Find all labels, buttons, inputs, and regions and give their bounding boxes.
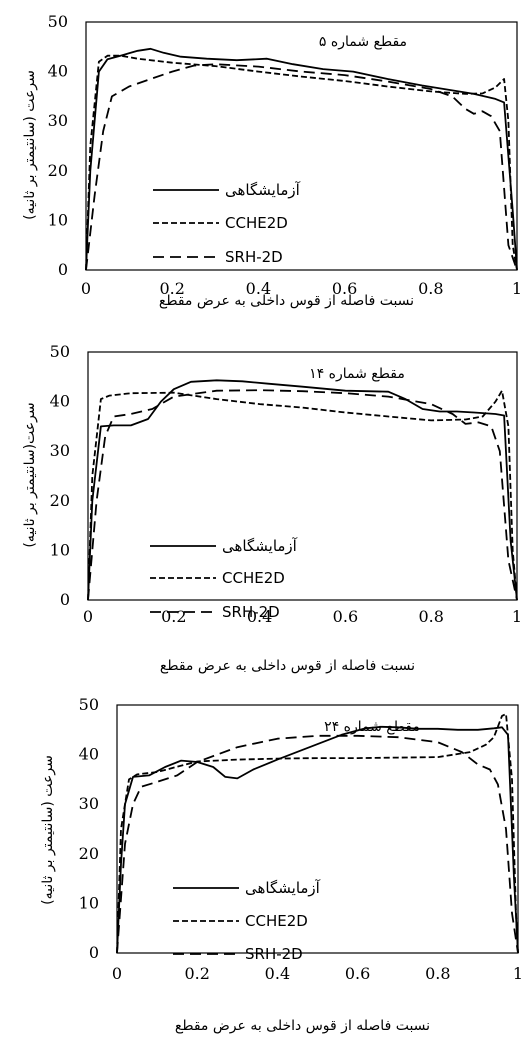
y-tick-label: 50 xyxy=(48,12,68,31)
x-tick-label: 0.2 xyxy=(161,607,186,626)
plot-area-border xyxy=(87,351,518,601)
y-tick-label: 30 xyxy=(79,794,99,813)
legend-label: آزمایشگاهی xyxy=(222,537,298,555)
x-tick-label: 0.4 xyxy=(265,964,290,983)
x-tick-label: 1 xyxy=(513,964,523,983)
series-line-1 xyxy=(85,54,518,271)
series-line-2 xyxy=(85,63,518,271)
legend-label: CCHE2D xyxy=(245,912,308,930)
x-axis-label: نسبت فاصله از قوس داخلی به عرض مقطع xyxy=(160,658,415,674)
x-tick-label: 0.4 xyxy=(246,279,271,298)
y-axis-label: سرعت(سانتیمتر بر ثانیه) xyxy=(22,402,38,547)
line-chart: 0 10 20 30 40 50 0 0.2 0.4 0.6 0.8 1 نسبت فاصله از ق… xyxy=(22,342,522,674)
y-tick-label: 30 xyxy=(48,111,68,130)
y-tick-label: 10 xyxy=(50,540,70,559)
line-chart: 0 10 20 30 40 50 0 0.2 0.4 0.6 0.8 1 نسبت فاصله از ق… xyxy=(40,695,523,1034)
series-line-1 xyxy=(116,713,519,954)
x-tick-label: 0.2 xyxy=(184,964,209,983)
chart-panel-section-5: 0 10 20 30 40 50 0 0.2 0.4 0.6 0.8 1 نسبت فاصله از ق… xyxy=(0,0,526,340)
y-axis-label: سرعت (سانتیمتر بر ثانیه) xyxy=(22,70,38,220)
x-tick-label: 0.8 xyxy=(418,279,443,298)
series-line-2 xyxy=(87,389,518,601)
y-tick-label: 10 xyxy=(79,893,99,912)
x-tick-label: 0.2 xyxy=(159,279,184,298)
x-tick-label: 0 xyxy=(81,279,91,298)
y-tick-label: 20 xyxy=(79,844,99,863)
y-tick-label: 50 xyxy=(79,695,99,714)
x-axis-label: نسبت فاصله از قوس داخلی به عرض مقطع xyxy=(159,293,414,309)
line-chart: 0 10 20 30 40 50 0 0.2 0.4 0.6 0.8 1 نسبت فاصله از ق… xyxy=(22,12,522,309)
series-line-0 xyxy=(87,379,518,601)
chart-title: مقطع شماره ۵ xyxy=(319,34,407,50)
x-tick-label: 1 xyxy=(512,607,522,626)
x-tick-label: 0.4 xyxy=(247,607,272,626)
legend-label: آزمایشگاهی xyxy=(225,181,301,199)
x-tick-label: 0.6 xyxy=(332,279,357,298)
legend-label: SRH-2D xyxy=(222,603,280,621)
chart-panel-section-24: 0 10 20 30 40 50 0 0.2 0.4 0.6 0.8 1 نسبت فاصله از ق… xyxy=(0,685,526,1041)
y-tick-label: 10 xyxy=(48,210,68,229)
x-tick-label: 0.8 xyxy=(425,964,450,983)
series-line-0 xyxy=(85,47,518,271)
legend-label: آزمایشگاهی xyxy=(245,879,321,897)
legend-label: CCHE2D xyxy=(222,569,285,587)
y-tick-label: 40 xyxy=(79,745,99,764)
legend-label: SRH-2D xyxy=(225,248,283,266)
y-tick-label: 40 xyxy=(50,392,70,411)
x-tick-label: 0.6 xyxy=(345,964,370,983)
y-tick-label: 0 xyxy=(60,590,70,609)
series-line-2 xyxy=(116,734,519,954)
y-tick-label: 0 xyxy=(58,260,68,279)
plot-area-border xyxy=(116,704,519,954)
chart-title: مقطع شماره ۱۴ xyxy=(309,366,405,382)
x-tick-label: 0.8 xyxy=(418,607,443,626)
y-tick-label: 40 xyxy=(48,62,68,81)
x-tick-label: 0.6 xyxy=(333,607,358,626)
plot-area-border xyxy=(85,21,518,271)
series-line-0 xyxy=(116,725,519,954)
y-tick-label: 50 xyxy=(50,342,70,361)
legend-label: SRH-2D xyxy=(245,945,303,963)
series-line-1 xyxy=(87,389,518,601)
y-tick-label: 20 xyxy=(50,491,70,510)
y-axis-label: سرعت (سانتیمتر بر ثانیه) xyxy=(40,755,56,905)
x-tick-label: 1 xyxy=(512,279,522,298)
x-tick-label: 0 xyxy=(83,607,93,626)
y-tick-label: 30 xyxy=(50,441,70,460)
legend-label: CCHE2D xyxy=(225,214,288,232)
x-axis-label: نسبت فاصله از قوس داخلی به عرض مقطع xyxy=(175,1018,430,1034)
x-tick-label: 0 xyxy=(112,964,122,983)
y-tick-label: 20 xyxy=(48,161,68,180)
y-tick-label: 0 xyxy=(89,943,99,962)
chart-panel-section-14: 0 10 20 30 40 50 0 0.2 0.4 0.6 0.8 1 نسبت فاصله از ق… xyxy=(0,340,526,685)
